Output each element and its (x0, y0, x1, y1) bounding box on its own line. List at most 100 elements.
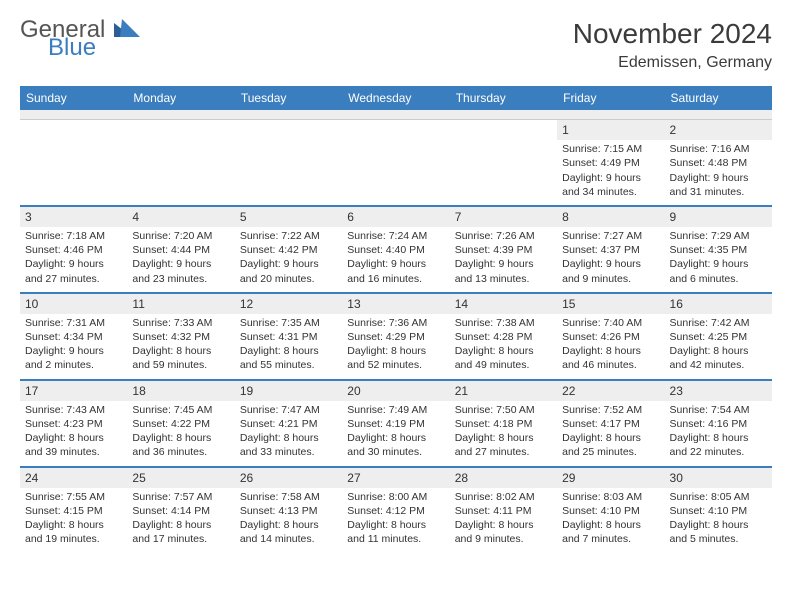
day-cell: 22Sunrise: 7:52 AMSunset: 4:17 PMDayligh… (557, 379, 664, 466)
sunset-text: Sunset: 4:42 PM (240, 243, 337, 257)
sunset-text: Sunset: 4:13 PM (240, 504, 337, 518)
day-cell: 26Sunrise: 7:58 AMSunset: 4:13 PMDayligh… (235, 466, 342, 553)
day1-text: Daylight: 9 hours (25, 344, 122, 358)
day-number: 30 (665, 468, 772, 488)
day2-text: and 17 minutes. (132, 532, 229, 546)
day1-text: Daylight: 8 hours (562, 431, 659, 445)
day1-text: Daylight: 9 hours (670, 171, 767, 185)
day-number: 15 (557, 294, 664, 314)
day-number: 28 (450, 468, 557, 488)
day2-text: and 19 minutes. (25, 532, 122, 546)
sunset-text: Sunset: 4:28 PM (455, 330, 552, 344)
day-number: 21 (450, 381, 557, 401)
sunrise-text: Sunrise: 7:24 AM (347, 229, 444, 243)
week-row: 24Sunrise: 7:55 AMSunset: 4:15 PMDayligh… (20, 466, 772, 553)
sunset-text: Sunset: 4:19 PM (347, 417, 444, 431)
day-number: 17 (20, 381, 127, 401)
day-number: 2 (665, 120, 772, 140)
day2-text: and 6 minutes. (670, 272, 767, 286)
sunrise-text: Sunrise: 7:26 AM (455, 229, 552, 243)
day-number: 18 (127, 381, 234, 401)
sunrise-text: Sunrise: 7:15 AM (562, 142, 659, 156)
day-cell: 16Sunrise: 7:42 AMSunset: 4:25 PMDayligh… (665, 292, 772, 379)
day1-text: Daylight: 8 hours (347, 518, 444, 532)
sunset-text: Sunset: 4:34 PM (25, 330, 122, 344)
sunrise-text: Sunrise: 7:38 AM (455, 316, 552, 330)
day1-text: Daylight: 8 hours (240, 431, 337, 445)
day2-text: and 25 minutes. (562, 445, 659, 459)
day-number: 25 (127, 468, 234, 488)
day2-text: and 9 minutes. (562, 272, 659, 286)
sunset-text: Sunset: 4:39 PM (455, 243, 552, 257)
day-number: 27 (342, 468, 449, 488)
day1-text: Daylight: 8 hours (455, 518, 552, 532)
weekday-header: Sunday Monday Tuesday Wednesday Thursday… (20, 86, 772, 110)
day-cell: . (127, 120, 234, 205)
sunset-text: Sunset: 4:26 PM (562, 330, 659, 344)
day2-text: and 7 minutes. (562, 532, 659, 546)
weekday-label: Sunday (20, 86, 127, 110)
weekday-label: Friday (557, 86, 664, 110)
day-cell: 13Sunrise: 7:36 AMSunset: 4:29 PMDayligh… (342, 292, 449, 379)
sunset-text: Sunset: 4:29 PM (347, 330, 444, 344)
day2-text: and 27 minutes. (25, 272, 122, 286)
sunrise-text: Sunrise: 7:31 AM (25, 316, 122, 330)
weekday-label: Wednesday (342, 86, 449, 110)
day-cell: 19Sunrise: 7:47 AMSunset: 4:21 PMDayligh… (235, 379, 342, 466)
day2-text: and 11 minutes. (347, 532, 444, 546)
day1-text: Daylight: 8 hours (562, 344, 659, 358)
logo: General Blue (20, 18, 140, 60)
sunrise-text: Sunrise: 7:18 AM (25, 229, 122, 243)
day1-text: Daylight: 8 hours (132, 431, 229, 445)
sunset-text: Sunset: 4:31 PM (240, 330, 337, 344)
day-cell: 29Sunrise: 8:03 AMSunset: 4:10 PMDayligh… (557, 466, 664, 553)
location: Edemissen, Germany (573, 54, 772, 72)
sunset-text: Sunset: 4:32 PM (132, 330, 229, 344)
day2-text: and 2 minutes. (25, 358, 122, 372)
day-number: 12 (235, 294, 342, 314)
sunrise-text: Sunrise: 8:03 AM (562, 490, 659, 504)
sunset-text: Sunset: 4:10 PM (670, 504, 767, 518)
day-number: 22 (557, 381, 664, 401)
day1-text: Daylight: 9 hours (347, 257, 444, 271)
sunrise-text: Sunrise: 7:40 AM (562, 316, 659, 330)
spacer (20, 110, 772, 120)
sunrise-text: Sunrise: 7:58 AM (240, 490, 337, 504)
day2-text: and 20 minutes. (240, 272, 337, 286)
day-cell: 18Sunrise: 7:45 AMSunset: 4:22 PMDayligh… (127, 379, 234, 466)
day1-text: Daylight: 9 hours (562, 171, 659, 185)
day2-text: and 34 minutes. (562, 185, 659, 199)
sunrise-text: Sunrise: 7:54 AM (670, 403, 767, 417)
day1-text: Daylight: 8 hours (132, 518, 229, 532)
sunrise-text: Sunrise: 7:47 AM (240, 403, 337, 417)
day-number: 1 (557, 120, 664, 140)
sunset-text: Sunset: 4:11 PM (455, 504, 552, 518)
day1-text: Daylight: 8 hours (132, 344, 229, 358)
sunrise-text: Sunrise: 7:16 AM (670, 142, 767, 156)
day1-text: Daylight: 9 hours (670, 257, 767, 271)
sunset-text: Sunset: 4:23 PM (25, 417, 122, 431)
day2-text: and 9 minutes. (455, 532, 552, 546)
sunrise-text: Sunrise: 8:05 AM (670, 490, 767, 504)
day1-text: Daylight: 8 hours (455, 431, 552, 445)
day2-text: and 55 minutes. (240, 358, 337, 372)
sunrise-text: Sunrise: 7:33 AM (132, 316, 229, 330)
day1-text: Daylight: 8 hours (455, 344, 552, 358)
day-cell: 1Sunrise: 7:15 AMSunset: 4:49 PMDaylight… (557, 120, 664, 205)
sunrise-text: Sunrise: 7:49 AM (347, 403, 444, 417)
day2-text: and 14 minutes. (240, 532, 337, 546)
week-row: 3Sunrise: 7:18 AMSunset: 4:46 PMDaylight… (20, 205, 772, 292)
week-row: 17Sunrise: 7:43 AMSunset: 4:23 PMDayligh… (20, 379, 772, 466)
sunset-text: Sunset: 4:25 PM (670, 330, 767, 344)
day-cell: 21Sunrise: 7:50 AMSunset: 4:18 PMDayligh… (450, 379, 557, 466)
sunrise-text: Sunrise: 7:27 AM (562, 229, 659, 243)
day2-text: and 42 minutes. (670, 358, 767, 372)
sunset-text: Sunset: 4:37 PM (562, 243, 659, 257)
day-cell: 20Sunrise: 7:49 AMSunset: 4:19 PMDayligh… (342, 379, 449, 466)
sunset-text: Sunset: 4:40 PM (347, 243, 444, 257)
day-cell: 25Sunrise: 7:57 AMSunset: 4:14 PMDayligh… (127, 466, 234, 553)
weekday-label: Monday (127, 86, 234, 110)
day-cell: 14Sunrise: 7:38 AMSunset: 4:28 PMDayligh… (450, 292, 557, 379)
header: General Blue November 2024 Edemissen, Ge… (20, 18, 772, 72)
sunrise-text: Sunrise: 7:50 AM (455, 403, 552, 417)
